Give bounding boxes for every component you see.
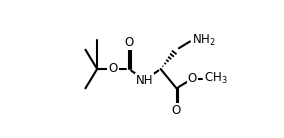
Text: NH: NH	[136, 74, 154, 87]
Text: O: O	[108, 63, 118, 75]
Text: NH$_2$: NH$_2$	[192, 32, 216, 48]
Text: O: O	[188, 72, 197, 85]
Text: O: O	[172, 104, 181, 117]
Text: O: O	[124, 36, 133, 49]
Text: CH$_3$: CH$_3$	[204, 71, 228, 86]
